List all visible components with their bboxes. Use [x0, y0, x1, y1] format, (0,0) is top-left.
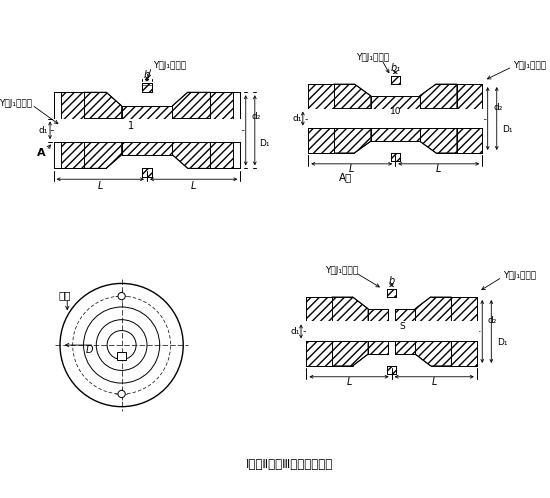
Bar: [457, 84, 482, 153]
Bar: [387, 289, 396, 297]
Bar: [390, 76, 400, 84]
Text: 标志: 标志: [58, 290, 71, 300]
Bar: [306, 322, 478, 342]
Bar: [368, 309, 388, 354]
Text: D: D: [86, 345, 94, 355]
Bar: [61, 92, 84, 168]
Bar: [141, 168, 152, 177]
Text: L: L: [349, 164, 354, 174]
Circle shape: [118, 390, 125, 397]
Text: Ⅰ型、Ⅱ型、Ⅲ型凸缘联轴器: Ⅰ型、Ⅱ型、Ⅲ型凸缘联轴器: [246, 458, 333, 471]
Bar: [442, 322, 477, 342]
Bar: [306, 322, 342, 342]
Bar: [117, 352, 126, 360]
Circle shape: [118, 292, 125, 300]
Bar: [447, 109, 482, 128]
Circle shape: [84, 307, 160, 383]
Text: A: A: [37, 148, 45, 158]
Bar: [308, 84, 334, 153]
Circle shape: [96, 320, 147, 371]
Text: A向: A向: [339, 172, 352, 182]
Text: d₂: d₂: [488, 316, 497, 325]
Text: d₁: d₁: [293, 114, 302, 123]
Text: d₁: d₁: [291, 327, 300, 336]
Circle shape: [107, 331, 136, 360]
Polygon shape: [415, 297, 452, 322]
Text: D₁: D₁: [260, 139, 270, 148]
Text: Y、J₁型轴孔: Y、J₁型轴孔: [325, 266, 359, 275]
Polygon shape: [172, 142, 211, 168]
Text: b: b: [144, 70, 150, 80]
Polygon shape: [84, 92, 122, 119]
Polygon shape: [332, 297, 368, 322]
Circle shape: [60, 283, 183, 407]
Text: Y、J₁型轴孔: Y、J₁型轴孔: [153, 61, 186, 70]
Bar: [54, 119, 242, 142]
Bar: [141, 83, 152, 92]
Text: d₂: d₂: [493, 103, 503, 112]
Text: Y、J₁型轴孔: Y、J₁型轴孔: [356, 53, 389, 62]
Bar: [306, 297, 332, 366]
Text: L: L: [98, 181, 103, 191]
Polygon shape: [420, 128, 457, 153]
Bar: [308, 109, 484, 128]
Polygon shape: [334, 84, 371, 109]
Text: L: L: [432, 377, 437, 387]
Text: L: L: [191, 181, 196, 191]
Text: d₁: d₁: [38, 126, 47, 135]
Polygon shape: [415, 342, 452, 366]
Bar: [211, 119, 240, 142]
Text: b₁: b₁: [390, 63, 400, 73]
Text: D₁: D₁: [502, 125, 513, 134]
Text: Y、J₁型轴孔: Y、J₁型轴孔: [0, 99, 32, 108]
Polygon shape: [84, 142, 122, 168]
Polygon shape: [332, 342, 368, 366]
Polygon shape: [172, 92, 211, 119]
Text: L: L: [346, 377, 352, 387]
Bar: [395, 309, 415, 354]
Bar: [452, 297, 477, 366]
Bar: [211, 92, 233, 168]
Text: d₂: d₂: [251, 112, 261, 121]
Text: D₁: D₁: [497, 338, 507, 347]
Text: 1: 1: [128, 121, 134, 131]
Bar: [122, 106, 172, 155]
Bar: [308, 109, 344, 128]
Polygon shape: [420, 84, 457, 109]
Text: b: b: [388, 276, 395, 286]
Bar: [371, 96, 420, 141]
Bar: [54, 119, 84, 142]
Text: 10: 10: [389, 107, 401, 116]
Text: Y、J₁型轴孔: Y、J₁型轴孔: [503, 271, 536, 280]
Bar: [387, 366, 396, 374]
Text: Y、J₁型轴孔: Y、J₁型轴孔: [513, 61, 546, 70]
Text: L: L: [436, 164, 442, 174]
Polygon shape: [334, 128, 371, 153]
Bar: [390, 153, 400, 161]
Text: S: S: [400, 322, 405, 332]
